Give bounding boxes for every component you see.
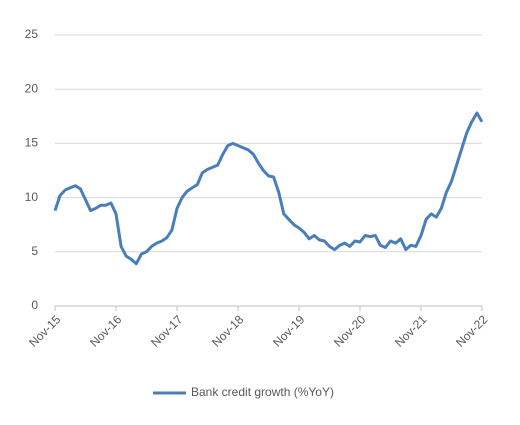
x-tick-label: Nov-21 (392, 312, 429, 349)
y-tick-label: 20 (25, 81, 39, 95)
x-tick-label: Nov-20 (331, 312, 368, 349)
y-tick-label: 15 (25, 136, 39, 150)
series-line (53, 111, 484, 266)
x-tick-label: Nov-17 (148, 312, 185, 349)
y-tick-label: 5 (31, 244, 38, 258)
y-tick-label: 10 (25, 190, 39, 204)
x-tick-label: Nov-18 (209, 312, 246, 349)
legend-label: Bank credit growth (%YoY) (191, 385, 334, 399)
y-tick-label: 25 (25, 27, 39, 41)
y-tick-label: 0 (31, 298, 38, 312)
x-tick-label: Nov-16 (87, 312, 124, 349)
x-tick-label: Nov-22 (453, 312, 490, 349)
x-tick-label: Nov-19 (270, 312, 307, 349)
x-tick-label: Nov-15 (26, 312, 63, 349)
